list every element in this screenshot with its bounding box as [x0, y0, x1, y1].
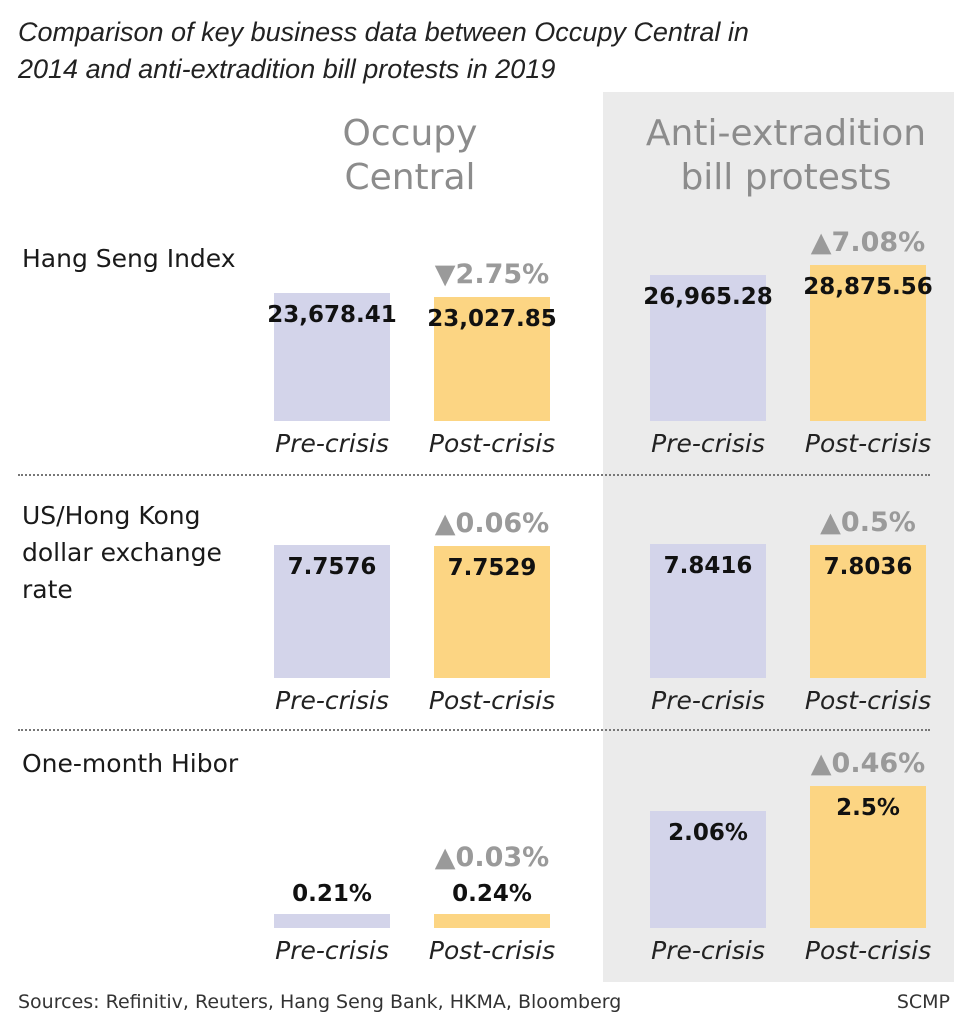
category-label: Pre-crisis — [651, 936, 765, 965]
category-label: Post-crisis — [428, 429, 556, 458]
row-label-0: Hang Seng Index — [22, 244, 236, 273]
change-label: ▼2.75% — [434, 258, 550, 290]
data-label: 7.7576 — [287, 554, 377, 581]
pre-crisis-bar — [274, 293, 390, 421]
change-label: ▲7.08% — [810, 227, 926, 258]
data-label: 7.8416 — [663, 553, 753, 579]
category-label: Post-crisis — [428, 936, 556, 965]
data-label: 0.21% — [292, 881, 372, 907]
chart-title: Comparison of key business data between … — [18, 17, 749, 84]
row-divider — [18, 474, 930, 476]
row-label-1: US/Hong Kong dollar exchange rate — [22, 501, 222, 604]
category-label: Post-crisis — [428, 686, 556, 715]
row-label-2: One-month Hibor — [22, 749, 239, 778]
data-label: 7.7529 — [447, 554, 537, 581]
column-header-anti-extradition: Anti-extradition bill protests — [645, 113, 927, 198]
category-label: Pre-crisis — [275, 429, 389, 458]
data-label: 7.8036 — [823, 553, 913, 580]
change-label: ▲0.03% — [434, 842, 550, 873]
credit: SCMP — [896, 991, 950, 1013]
pre-crisis-bar — [274, 914, 390, 928]
post-crisis-bar — [810, 786, 926, 928]
category-label: Pre-crisis — [651, 429, 765, 458]
data-label: 2.06% — [668, 819, 748, 846]
category-label: Post-crisis — [804, 936, 932, 965]
post-crisis-bar — [434, 914, 550, 928]
post-crisis-bar — [810, 265, 926, 421]
change-label: ▲0.5% — [820, 506, 916, 538]
category-label: Post-crisis — [804, 686, 932, 715]
change-label: ▲0.06% — [434, 507, 550, 539]
source-note: Sources: Refinitiv, Reuters, Hang Seng B… — [18, 991, 622, 1013]
post-crisis-bar — [810, 544, 926, 678]
data-label: 23,027.85 — [427, 305, 557, 332]
pre-crisis-bar — [650, 810, 766, 928]
post-crisis-bar — [434, 296, 550, 421]
pre-crisis-bar — [650, 544, 766, 678]
category-label: Post-crisis — [804, 429, 932, 458]
data-label: 2.5% — [836, 795, 900, 821]
column-header-occupy-central: Occupy Central — [342, 113, 478, 198]
data-label: 0.24% — [452, 881, 532, 907]
category-label: Pre-crisis — [651, 686, 765, 715]
pre-crisis-bar — [274, 545, 390, 678]
data-label: 28,875.56 — [803, 274, 933, 300]
post-crisis-bar — [434, 545, 550, 678]
category-label: Pre-crisis — [275, 936, 389, 965]
pre-crisis-bar — [650, 275, 766, 421]
row-divider — [18, 729, 930, 731]
data-label: 23,678.41 — [267, 302, 397, 329]
category-label: Pre-crisis — [275, 686, 389, 715]
change-label: ▲0.46% — [810, 748, 926, 779]
data-label: 26,965.28 — [643, 284, 773, 311]
